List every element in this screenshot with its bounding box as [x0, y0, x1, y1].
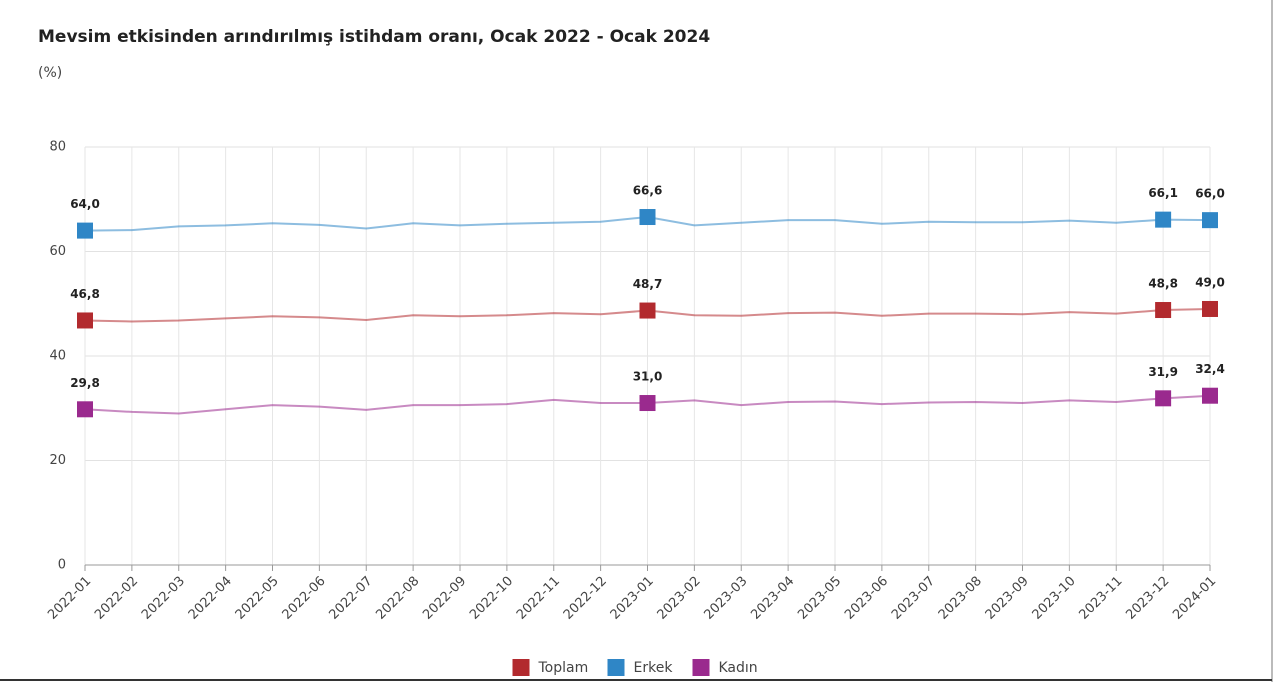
x-tick-label: 2023-06 [842, 574, 891, 623]
x-tick-label: 2023-04 [748, 574, 797, 623]
value-label: 31,9 [1148, 365, 1178, 379]
x-tick-label: 2022-12 [561, 574, 610, 623]
value-label: 31,0 [633, 370, 663, 384]
value-label: 32,4 [1195, 362, 1225, 376]
x-tick-label: 2024-01 [1170, 574, 1219, 623]
point-marker [639, 302, 656, 319]
x-tick-label: 2023-01 [608, 574, 657, 623]
value-label: 46,8 [70, 287, 100, 301]
x-tick-label: 2022-10 [467, 574, 516, 623]
value-label: 66,0 [1195, 187, 1225, 201]
legend-swatch [512, 659, 530, 676]
point-marker [1202, 387, 1218, 404]
point-marker [77, 401, 93, 418]
value-label: 66,1 [1148, 186, 1178, 200]
value-label: 29,8 [70, 376, 100, 390]
value-label: 49,0 [1195, 275, 1225, 289]
point-marker [1155, 211, 1172, 228]
y-tick-label: 60 [49, 244, 66, 259]
x-tick-label: 2022-05 [233, 574, 282, 623]
x-tick-label: 2022-06 [280, 574, 329, 623]
point-marker [639, 395, 656, 412]
x-tick-label: 2023-05 [795, 574, 844, 623]
x-tick-label: 2023-02 [655, 574, 704, 623]
legend-swatch [692, 659, 710, 676]
x-tick-label: 2022-11 [514, 574, 563, 623]
value-label: 66,6 [633, 184, 663, 198]
x-tick-label: 2022-07 [327, 574, 376, 623]
point-marker [1155, 390, 1172, 407]
x-tick-label: 2023-07 [889, 574, 938, 623]
value-label: 48,8 [1148, 277, 1178, 291]
point-marker [1202, 212, 1218, 229]
y-tick-label: 20 [49, 453, 66, 468]
legend-label: Kadın [719, 660, 758, 676]
value-label: 64,0 [70, 197, 100, 211]
legend-label: Erkek [634, 660, 674, 676]
x-tick-label: 2023-12 [1123, 574, 1172, 623]
legend-label: Toplam [538, 660, 589, 676]
x-tick-label: 2023-10 [1030, 574, 1079, 623]
x-tick-label: 2022-02 [92, 574, 141, 623]
y-tick-label: 40 [49, 349, 66, 364]
value-label: 48,7 [633, 277, 663, 291]
x-tick-label: 2022-01 [45, 574, 94, 623]
point-marker [77, 312, 93, 329]
x-tick-label: 2023-09 [983, 574, 1032, 623]
x-tick-label: 2023-03 [702, 574, 751, 623]
x-tick-label: 2023-11 [1077, 574, 1126, 623]
point-marker [639, 209, 656, 226]
point-marker [1155, 302, 1172, 319]
x-tick-label: 2022-08 [373, 574, 422, 623]
x-tick-label: 2022-09 [420, 574, 469, 623]
chart-subtitle: (%) [38, 65, 62, 81]
x-tick-label: 2022-03 [139, 574, 188, 623]
x-tick-label: 2023-08 [936, 574, 985, 623]
y-tick-label: 0 [58, 558, 66, 573]
y-tick-label: 80 [49, 140, 66, 155]
x-tick-label: 2022-04 [186, 574, 235, 623]
legend-swatch [607, 659, 625, 676]
point-marker [77, 222, 93, 239]
point-marker [1202, 300, 1218, 317]
chart-title: Mevsim etkisinden arındırılmış istihdam … [38, 27, 710, 47]
